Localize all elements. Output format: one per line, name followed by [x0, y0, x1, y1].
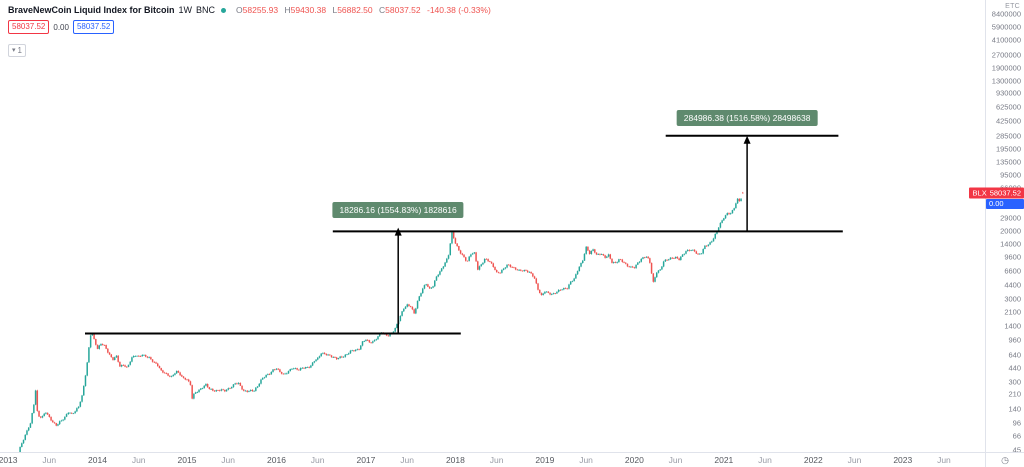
price-axis-label: 96: [1012, 418, 1021, 428]
low-value: 56882.50: [337, 5, 373, 15]
price-axis-label: 5900000: [991, 22, 1021, 32]
chart-legend: BraveNewCoin Liquid Index for Bitcoin 1W…: [8, 5, 491, 57]
time-axis-label: 2017: [356, 455, 376, 465]
price-axis-label: 625000: [995, 102, 1021, 112]
ohlc-values: O58255.93 H59430.38 L56882.50 C58037.52 …: [232, 5, 491, 15]
change-value: -140.38: [426, 5, 456, 15]
time-axis-label: 2016: [267, 455, 286, 465]
legend-value-mid: 0.00: [53, 22, 69, 32]
symbol-title[interactable]: BraveNewCoin Liquid Index for Bitcoin: [8, 5, 175, 15]
high-value: 59430.38: [290, 5, 327, 15]
high-label: H: [284, 5, 291, 15]
last-price-value: 58037.52: [989, 188, 1021, 198]
price-axis[interactable]: ETC BLX 58037.52 0.00 8400000 5900000 4100…: [968, 0, 1024, 455]
price-axis-label: 135000: [995, 157, 1021, 167]
price-axis-label: 195000: [995, 144, 1021, 154]
price-axis-label: 29000: [1000, 213, 1021, 223]
time-axis-label: 2020: [624, 455, 644, 465]
symbol-row: BraveNewCoin Liquid Index for Bitcoin 1W…: [8, 5, 491, 15]
price-axis-label: 140: [1008, 404, 1021, 414]
price-axis-label: 425000: [995, 116, 1021, 126]
legend-values-row: 58037.52 0.00 58037.52: [8, 20, 491, 34]
indicator-price-tag: 0.00: [986, 198, 1024, 209]
time-axis-label: Jun: [758, 455, 772, 465]
time-axis-label: Jun: [310, 455, 325, 465]
price-axis-label: 6600: [1004, 266, 1021, 276]
time-axis-label: 2023: [893, 455, 913, 465]
time-axis-label: Jun: [131, 455, 146, 465]
pane-count-label: 1: [17, 46, 22, 55]
time-axis-label: 2018: [445, 455, 465, 465]
time-axis-label: 2019: [535, 455, 555, 465]
price-axis-label: 1300000: [991, 76, 1021, 86]
close-value: 58037.52: [385, 5, 421, 15]
change-percent: (-0.33%): [458, 5, 491, 15]
exchange-label[interactable]: BNC: [196, 5, 216, 15]
time-axis-label: Jun: [42, 455, 57, 465]
time-axis-label: 2014: [88, 455, 107, 465]
price-axis-label: 95000: [1000, 170, 1021, 180]
price-axis-label: 440: [1008, 363, 1021, 373]
low-label: L: [332, 5, 338, 15]
open-label: O: [236, 5, 243, 15]
time-axis-label: 2021: [714, 455, 734, 465]
price-axis-label: 640: [1008, 350, 1021, 359]
measure-label[interactable]: 284986.38 (1516.58%) 28498638: [676, 109, 818, 126]
time-axis-label: Jun: [400, 455, 414, 465]
measure-label[interactable]: 18286.16 (1554.83%) 1828616: [332, 201, 464, 218]
timezone-button[interactable]: ◷: [985, 453, 1024, 467]
price-scale-unit-label: ETC: [1005, 3, 1020, 10]
time-axis-label: Jun: [579, 455, 593, 465]
price-axis-label: 9600: [1004, 252, 1021, 262]
price-axis-label: 4100000: [991, 35, 1021, 45]
candlestick-series[interactable]: [0, 0, 986, 453]
price-axis-label: 2700000: [991, 50, 1021, 60]
price-axis-label: 2100: [1004, 307, 1021, 317]
interval-label[interactable]: 1W: [178, 5, 193, 15]
price-axis-label: 210: [1008, 389, 1021, 399]
price-axis-label: 1900000: [991, 63, 1021, 73]
last-price-symbol: BLX: [972, 188, 987, 198]
time-axis-label: Jun: [668, 455, 683, 465]
price-axis-label: 3000: [1004, 294, 1021, 304]
price-axis-label: 960: [1008, 335, 1021, 345]
price-axis-label: 4400: [1004, 280, 1021, 290]
price-axis-label: 1400: [1004, 321, 1021, 331]
clock-icon: ◷: [1001, 454, 1009, 465]
last-price-tag: BLX 58037.52: [968, 187, 1024, 199]
pane-collapse-button[interactable]: ▾ 1: [8, 44, 26, 57]
price-axis-label: 285000: [995, 131, 1021, 141]
legend-value-box-red[interactable]: 58037.52: [8, 20, 50, 34]
price-axis-label: 20000: [1000, 226, 1021, 236]
close-label: C: [379, 5, 386, 15]
market-status-icon: [221, 7, 227, 13]
time-axis[interactable]: ◷ 2013 Jun 2014 Jun 2015 Jun 2016 Jun 2017 Jun 201…: [0, 452, 1024, 467]
time-axis-label: Jun: [937, 455, 951, 465]
time-axis-label: Jun: [847, 455, 862, 465]
price-axis-label: 8400000: [991, 9, 1021, 19]
price-axis-label: 14000: [1000, 239, 1021, 249]
time-axis-label: 2022: [803, 455, 823, 465]
price-chart-pane[interactable]: BraveNewCoin Liquid Index for Bitcoin 1W…: [0, 0, 986, 453]
price-axis-label: 300: [1008, 377, 1021, 387]
price-axis-label: 66: [1012, 431, 1021, 441]
open-value: 58255.93: [242, 5, 279, 15]
price-axis-label: 45: [1012, 445, 1021, 455]
time-axis-label: 2013: [0, 455, 18, 465]
price-axis-label: 930000: [995, 88, 1021, 98]
time-axis-label: 2015: [177, 455, 197, 465]
time-axis-label: Jun: [489, 455, 504, 465]
legend-value-box-blue[interactable]: 58037.52: [72, 20, 115, 34]
time-axis-label: Jun: [221, 455, 236, 465]
chevron-down-icon: ▾: [12, 47, 16, 54]
